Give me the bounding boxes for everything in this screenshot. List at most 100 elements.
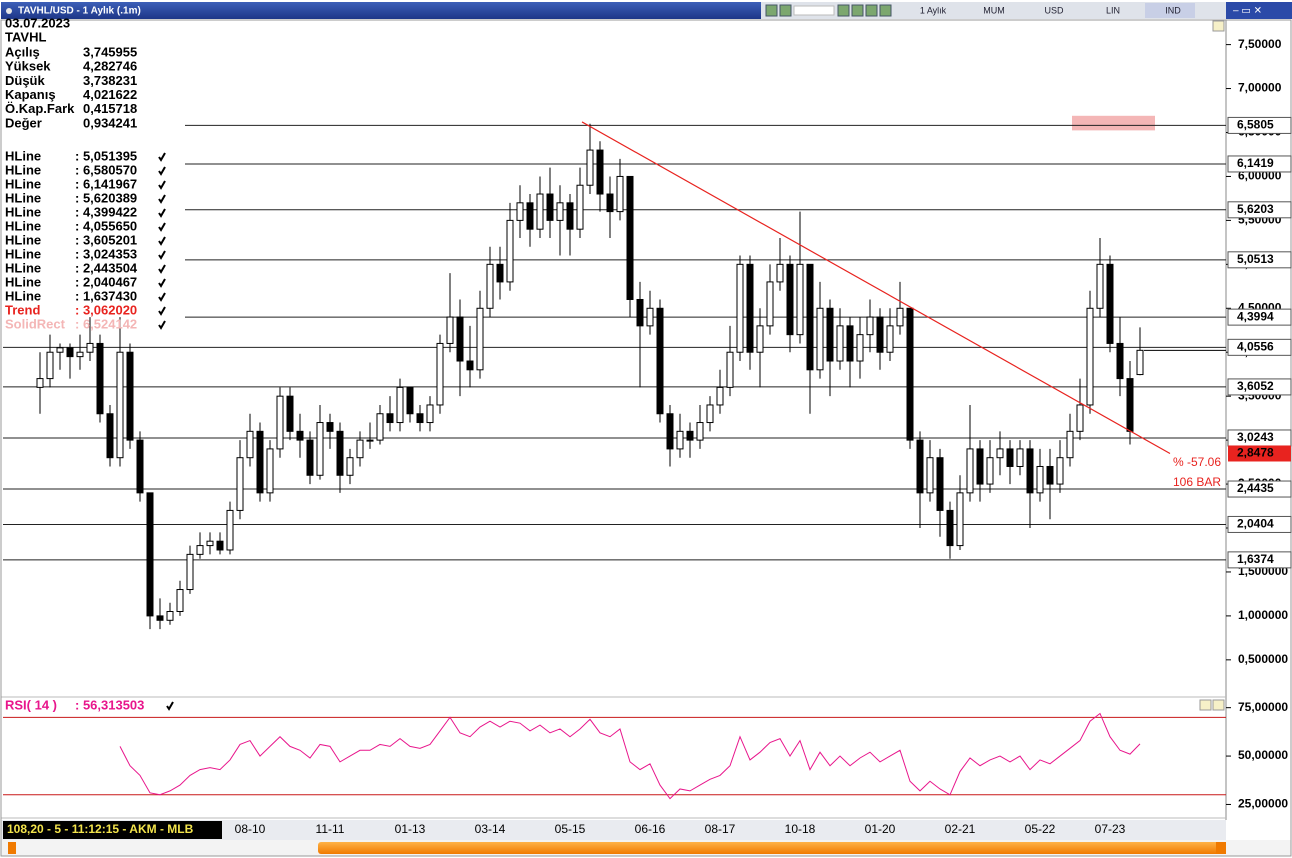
tool-icon[interactable] [879, 4, 892, 17]
candle-body [466, 360, 474, 371]
candle-body [146, 492, 154, 617]
candle-body [996, 448, 1004, 459]
candle-body [626, 175, 634, 300]
candle-body [616, 175, 624, 213]
info-label: Değer [5, 115, 42, 130]
axis-label-box [1227, 378, 1292, 396]
candle-body [966, 448, 974, 494]
candle-body [546, 193, 554, 221]
candle-body [696, 422, 704, 441]
legend-name: Trend [5, 302, 40, 317]
check-icon[interactable] [158, 166, 166, 176]
candle-body [406, 386, 414, 415]
candle-body [446, 316, 454, 344]
info-symbol: TAVHL [5, 29, 46, 44]
toolbar-button[interactable]: IND [1165, 5, 1181, 15]
toolbar-button[interactable]: 1 Aylık [920, 5, 947, 15]
y-tick-label: 7,00000 [1238, 81, 1282, 95]
info-date: 03.07.2023 [5, 15, 70, 30]
legend-value: : 3,062020 [75, 302, 137, 317]
check-icon[interactable] [158, 278, 166, 288]
candle-body [196, 545, 204, 555]
check-icon[interactable] [158, 306, 166, 316]
candle-body [266, 448, 274, 494]
candle-body [136, 439, 144, 494]
tool-icon[interactable] [851, 4, 864, 17]
info-value: 3,738231 [83, 73, 137, 88]
tool-icon[interactable] [765, 4, 778, 17]
candle-body [866, 316, 874, 336]
candle-body [476, 307, 484, 371]
panel-button[interactable] [1212, 699, 1225, 711]
candle-body [556, 202, 564, 221]
legend-name: HLine [5, 288, 41, 303]
trend-axis-box [1228, 445, 1291, 462]
toolbar-button[interactable]: LIN [1106, 5, 1120, 15]
axis-label: 5,6203 [1237, 202, 1274, 216]
candle-body [396, 386, 404, 424]
scroll-left[interactable] [8, 842, 16, 854]
scroll-right[interactable] [1216, 842, 1226, 854]
window-controls[interactable] [1226, 2, 1292, 19]
axis-label-box [1227, 116, 1292, 134]
info-value: 4,021622 [83, 87, 137, 102]
legend-value: : 3,605201 [75, 232, 137, 247]
check-icon[interactable] [158, 292, 166, 302]
candle-body [906, 307, 914, 441]
scrollbar-thumb[interactable] [318, 842, 1226, 854]
candle-body [226, 509, 234, 551]
candle-body [886, 325, 894, 353]
check-icon[interactable] [158, 208, 166, 218]
candle-body [656, 307, 664, 415]
legend-name: HLine [5, 162, 41, 177]
legend-value: : 2,443504 [75, 260, 138, 275]
x-tick-label: 08-10 [235, 822, 266, 836]
x-tick-label: 03-14 [475, 822, 506, 836]
candle-body [176, 589, 184, 613]
legend-value: : 6,580570 [75, 162, 137, 177]
check-icon[interactable] [158, 222, 166, 232]
candle-body [1116, 342, 1124, 380]
candle-body [576, 184, 584, 230]
window-buttons[interactable]: – ▭ ✕ [1233, 6, 1262, 17]
check-icon[interactable] [158, 180, 166, 190]
axis-label: 4,3994 [1237, 309, 1274, 323]
check-icon[interactable] [158, 264, 166, 274]
candle-body [1076, 404, 1084, 432]
toolbar-button[interactable]: USD [1044, 5, 1064, 15]
forex-logo[interactable] [793, 5, 835, 16]
check-icon[interactable] [158, 320, 166, 330]
tool-icon[interactable] [837, 4, 850, 17]
toolbar-button[interactable]: MUM [983, 5, 1005, 15]
x-tick-label: 02-21 [945, 822, 976, 836]
tool-icon[interactable] [865, 4, 878, 17]
check-icon[interactable] [158, 250, 166, 260]
candle-body [1096, 263, 1104, 309]
candle-body [836, 325, 844, 362]
title-bar [1, 2, 761, 19]
tool-icon[interactable] [779, 4, 792, 17]
candle-body [436, 342, 444, 406]
x-tick-label: 05-22 [1025, 822, 1056, 836]
check-icon[interactable] [158, 194, 166, 204]
axis-label-box [1227, 308, 1292, 326]
info-label: Kapanış [5, 87, 56, 102]
legend-value: : 4,399422 [75, 204, 137, 219]
check-icon[interactable] [166, 701, 174, 711]
candle-body [166, 611, 174, 621]
check-icon[interactable] [158, 236, 166, 246]
check-icon[interactable] [158, 152, 166, 162]
candle-body [766, 281, 774, 327]
legend-value: : 2,040467 [75, 274, 137, 289]
candle-body [76, 351, 84, 358]
candle-body [846, 325, 854, 362]
axis-label-box [1227, 515, 1292, 533]
panel-button[interactable] [1212, 20, 1225, 32]
info-value: 0,934241 [83, 115, 137, 130]
x-tick-label: 11-11 [316, 822, 345, 836]
axis-label: 3,0243 [1237, 430, 1274, 444]
info-value: 3,745955 [83, 44, 137, 59]
status-box [3, 821, 222, 839]
panel-button[interactable] [1199, 699, 1212, 711]
axis-label-box [1227, 251, 1292, 269]
